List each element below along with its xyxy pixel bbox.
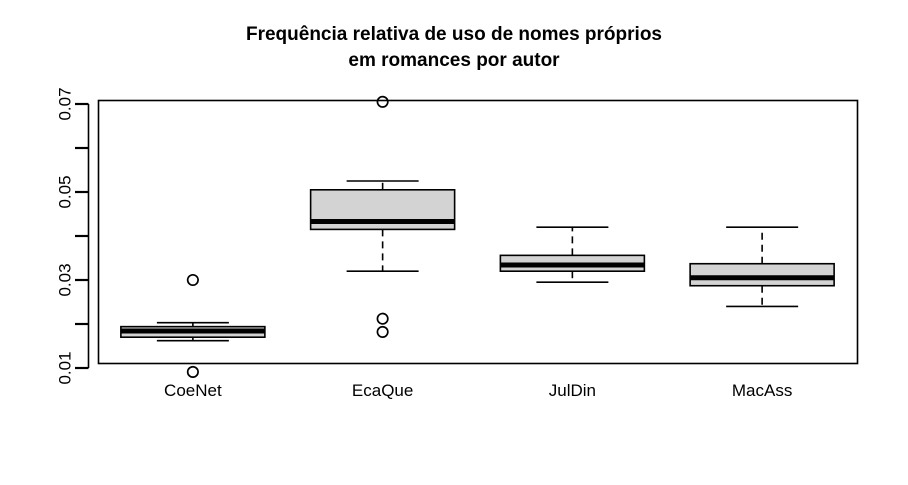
outlier-point xyxy=(376,312,389,325)
y-axis-tick-label: 0.07 xyxy=(55,87,74,120)
x-axis-category-label: JulDin xyxy=(549,381,596,400)
y-axis-tick-label: 0.01 xyxy=(55,351,74,384)
axis-label-layer: 0.01 0.03 0.05 0.07 CoeNet EcaQue JulDin MacAss xyxy=(55,87,792,400)
axis-layer xyxy=(75,102,90,370)
box-group xyxy=(309,95,456,338)
box-iqr xyxy=(689,262,835,287)
outlier-point xyxy=(376,95,389,108)
x-axis-category-label: MacAss xyxy=(732,381,792,400)
outlier-point xyxy=(376,325,389,338)
panel-border xyxy=(97,99,859,365)
y-axis-tick-label: 0.05 xyxy=(55,175,74,208)
box-group-layer xyxy=(120,95,835,379)
box-group xyxy=(689,226,835,308)
x-axis-category-label: CoeNet xyxy=(164,381,222,400)
outlier-point xyxy=(186,273,199,287)
x-axis-category-label: EcaQue xyxy=(352,381,413,400)
y-axis-tick-label: 0.03 xyxy=(55,263,74,296)
outlier-point xyxy=(186,365,199,379)
box-group xyxy=(499,226,646,284)
panel-rect xyxy=(97,99,859,365)
chart-title: Frequência relativa de uso de nomes próp… xyxy=(245,24,662,71)
box-group xyxy=(120,273,266,379)
